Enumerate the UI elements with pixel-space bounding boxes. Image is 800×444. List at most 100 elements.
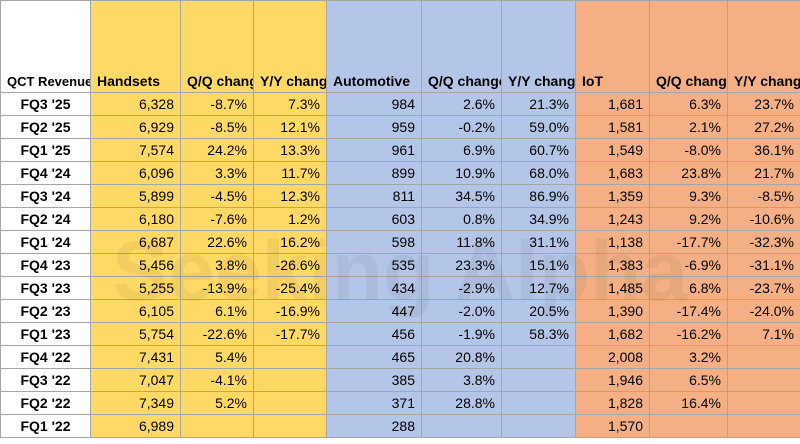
quarter-label: FQ1 '25 [0, 138, 91, 162]
table-cell: 465 [326, 345, 422, 369]
quarter-label: FQ2 '24 [0, 207, 91, 231]
table-cell: 1,138 [575, 230, 650, 254]
table-cell: 6.9% [421, 138, 502, 162]
table-cell: 535 [326, 253, 422, 277]
table-cell: 1,946 [575, 368, 650, 392]
table-cell: 9.2% [649, 207, 728, 231]
table-cell: 7,047 [90, 368, 181, 392]
table-cell: 1,581 [575, 115, 650, 139]
table-cell: 385 [326, 368, 422, 392]
table-cell: 6,687 [90, 230, 181, 254]
table-cell [501, 391, 576, 415]
table-row: FQ3 '24 5,899 -4.5% 12.3% 811 34.5% 86.9% 1,359… [0, 184, 800, 208]
table-cell: 7,349 [90, 391, 181, 415]
table-cell: 1.2% [253, 207, 327, 231]
quarter-label: FQ3 '24 [0, 184, 91, 208]
table-cell [727, 368, 800, 392]
table-cell: 984 [326, 92, 422, 116]
table-cell: 288 [326, 414, 422, 438]
column-header: Q/Q change [180, 0, 254, 93]
table-cell: 1,485 [575, 276, 650, 300]
table-row: FQ3 '23 5,255 -13.9% -25.4% 434 -2.9% 12.7% 1,4… [0, 276, 800, 300]
quarter-label: FQ4 '23 [0, 253, 91, 277]
table-cell: -22.6% [180, 322, 254, 346]
column-header: Y/Y change [253, 0, 327, 93]
table-row: FQ2 '22 7,349 5.2% 371 28.8% 1,828 16.4% [0, 391, 800, 415]
table-cell: -0.2% [421, 115, 502, 139]
table-cell: 21.7% [727, 161, 800, 185]
table-cell: 34.9% [501, 207, 576, 231]
table-cell: 6.1% [180, 299, 254, 323]
table-cell: 11.7% [253, 161, 327, 185]
table-cell: 0.8% [421, 207, 502, 231]
column-header: Y/Y change [501, 0, 576, 93]
table-cell: -6.9% [649, 253, 728, 277]
table-cell: 6.3% [649, 92, 728, 116]
table-cell: -17.4% [649, 299, 728, 323]
table-cell: 3.3% [180, 161, 254, 185]
table-row: FQ3 '25 6,328 -8.7% 7.3% 984 2.6% 21.3% 1,681 6.… [0, 92, 800, 116]
table-cell [501, 414, 576, 438]
table-cell: 899 [326, 161, 422, 185]
table-cell: -16.2% [649, 322, 728, 346]
table-row: FQ4 '24 6,096 3.3% 11.7% 899 10.9% 68.0% 1,683 2… [0, 161, 800, 185]
table-cell: 5,899 [90, 184, 181, 208]
table-cell: 36.1% [727, 138, 800, 162]
table-cell [727, 391, 800, 415]
table-cell: 10.9% [421, 161, 502, 185]
table-cell: -32.3% [727, 230, 800, 254]
table-cell [727, 345, 800, 369]
table-cell: -26.6% [253, 253, 327, 277]
table-cell: 6,105 [90, 299, 181, 323]
table-row: FQ2 '23 6,105 6.1% -16.9% 447 -2.0% 20.5% 1,390… [0, 299, 800, 323]
table-cell: 23.3% [421, 253, 502, 277]
table-cell: 1,828 [575, 391, 650, 415]
table-cell: 456 [326, 322, 422, 346]
table-cell: 1,683 [575, 161, 650, 185]
table-cell: 21.3% [501, 92, 576, 116]
table-cell [180, 414, 254, 438]
table-cell: -17.7% [253, 322, 327, 346]
table-cell: 60.7% [501, 138, 576, 162]
table-cell: -4.5% [180, 184, 254, 208]
table-cell [253, 368, 327, 392]
table-cell: 6.8% [649, 276, 728, 300]
table-cell: 1,570 [575, 414, 650, 438]
table-row: FQ1 '25 7,574 24.2% 13.3% 961 6.9% 60.7% 1,549-… [0, 138, 800, 162]
table-cell: 86.9% [501, 184, 576, 208]
table-cell: 5,456 [90, 253, 181, 277]
table-cell: 5.2% [180, 391, 254, 415]
table-cell: 6,929 [90, 115, 181, 139]
table-cell: -8.0% [649, 138, 728, 162]
table-cell: 7.3% [253, 92, 327, 116]
quarter-label: FQ1 '24 [0, 230, 91, 254]
table-cell [253, 345, 327, 369]
quarter-label: FQ4 '24 [0, 161, 91, 185]
table-cell: 6.5% [649, 368, 728, 392]
table-cell: 961 [326, 138, 422, 162]
table-cell: 3.2% [649, 345, 728, 369]
table-cell: 3.8% [421, 368, 502, 392]
table-cell: 20.8% [421, 345, 502, 369]
table-row: FQ2 '24 6,180 -7.6% 1.2% 603 0.8% 34.9% 1,243 9.… [0, 207, 800, 231]
table-cell: -7.6% [180, 207, 254, 231]
table-cell: -17.7% [649, 230, 728, 254]
table-cell: 959 [326, 115, 422, 139]
table-cell: 603 [326, 207, 422, 231]
table-cell: -24.0% [727, 299, 800, 323]
table-cell: 16.2% [253, 230, 327, 254]
table-cell: 16.4% [649, 391, 728, 415]
corner-header: QCT Revenue Streams (in $M) [0, 0, 91, 93]
table-cell: -25.4% [253, 276, 327, 300]
table-cell: -8.5% [180, 115, 254, 139]
table-cell: 12.1% [253, 115, 327, 139]
table-cell: 24.2% [180, 138, 254, 162]
column-header: Handsets [90, 0, 181, 93]
table-cell: 68.0% [501, 161, 576, 185]
table-row: FQ1 '23 5,754 -22.6% -17.7% 456 -1.9% 58.3% 1,6… [0, 322, 800, 346]
table-cell: -8.5% [727, 184, 800, 208]
table-cell: 28.8% [421, 391, 502, 415]
table-cell: 1,549 [575, 138, 650, 162]
table-cell: 2.6% [421, 92, 502, 116]
table-cell: 1,243 [575, 207, 650, 231]
